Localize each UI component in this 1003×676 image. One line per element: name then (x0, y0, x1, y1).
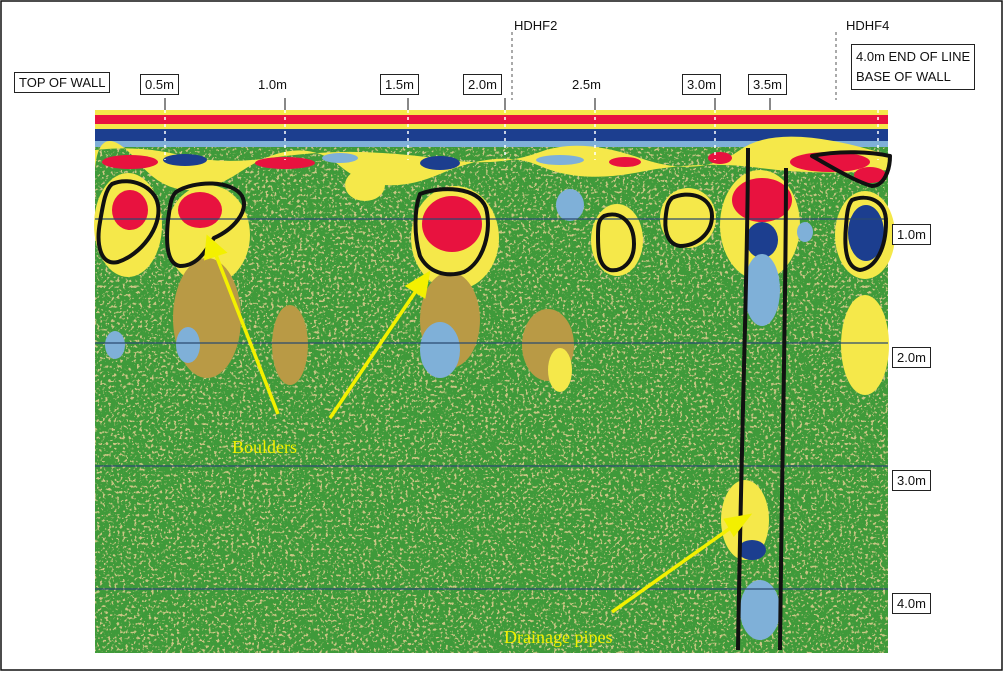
boulder-outline-1 (96, 179, 161, 265)
surface-band-blue (95, 129, 888, 141)
surface-band-yellow (95, 124, 888, 129)
depth-label-2-0m: 2.0m (892, 347, 931, 368)
section-markers (511, 32, 837, 100)
annotation-arrows (203, 234, 753, 614)
annotation-boulders: Boulders (232, 437, 297, 457)
surface-band-red (95, 115, 888, 124)
depth-gridlines (95, 218, 888, 590)
marker-hdhf2: HDHF2 (514, 18, 558, 33)
label-base-of-wall: BASE OF WALL (856, 69, 951, 84)
trace-marks (164, 110, 879, 160)
annotation-drainage-pipes: Drainage pipes (504, 627, 613, 647)
marker-hdhf4: HDHF4 (846, 18, 890, 33)
label-end-of-line: 4.0m END OF LINE (856, 49, 971, 64)
tick-label-1-5m: 1.5m (380, 74, 419, 95)
boulder-outline-5 (663, 192, 714, 248)
drainage-pipe-lines (736, 147, 788, 651)
tick-label-2-0m: 2.0m (463, 74, 502, 95)
tick-label-3-0m: 3.0m (682, 74, 721, 95)
horizontal-tick-stubs (164, 98, 771, 110)
tick-label-2-5m: 2.5m (572, 77, 601, 92)
tick-label-1-0m: 1.0m (258, 77, 287, 92)
label-top-of-wall: TOP OF WALL (14, 72, 111, 93)
depth-label-4-0m: 4.0m (892, 593, 931, 614)
label-end-of-line-box: 4.0m END OF LINE BASE OF WALL (851, 44, 976, 90)
depth-label-1-0m: 1.0m (892, 224, 931, 245)
near-surface-anomalies (95, 136, 888, 191)
boulder-outline-6 (843, 195, 888, 272)
boulder-outline-4 (596, 212, 636, 273)
tick-label-0-5m: 0.5m (140, 74, 179, 95)
surface-band-lightblue (95, 141, 888, 147)
surface-band-yellow-top (95, 110, 888, 115)
boulder-outlines (96, 150, 892, 277)
boulder-outline-2 (165, 181, 246, 268)
boulder-outline-3 (413, 187, 490, 277)
surface-outline (810, 150, 892, 188)
tick-label-3-5m: 3.5m (748, 74, 787, 95)
negative-anomalies (105, 189, 884, 640)
depth-label-3-0m: 3.0m (892, 470, 931, 491)
